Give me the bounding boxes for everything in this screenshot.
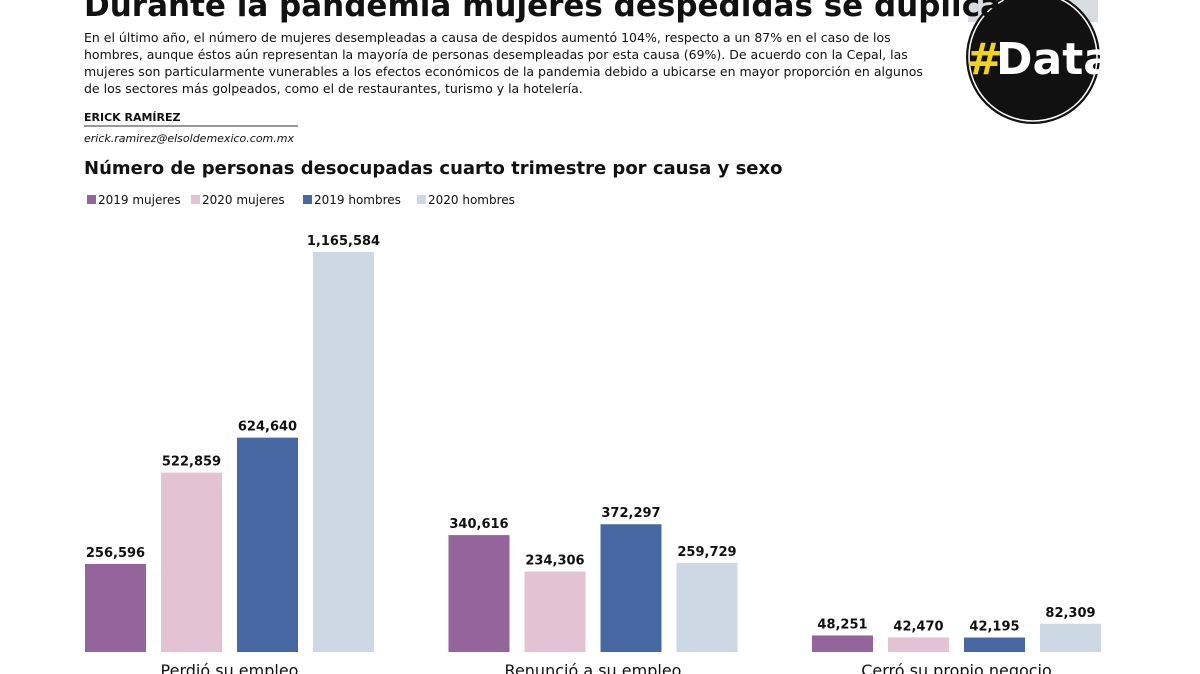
value-label: 48,251 <box>817 617 867 632</box>
author: ERICK RAMÍREZ <box>84 111 181 124</box>
legend-swatch <box>191 195 200 204</box>
bar <box>313 252 374 652</box>
category-label: Perdió su empleo <box>161 661 299 674</box>
value-label: 42,470 <box>893 619 943 634</box>
bar <box>812 635 873 652</box>
value-label: 522,859 <box>162 455 221 470</box>
value-label: 259,729 <box>677 545 736 560</box>
category-label: Cerró su propio negocio <box>861 661 1052 674</box>
logo-word: Data <box>996 34 1113 85</box>
bar <box>161 472 222 652</box>
bar <box>237 437 298 652</box>
value-label: 42,195 <box>969 620 1019 635</box>
bar <box>600 524 662 652</box>
value-label: 372,297 <box>601 506 660 521</box>
legend-label: 2020 hombres <box>428 193 515 207</box>
chart-title: Número de personas desocupadas cuarto tr… <box>84 158 782 179</box>
bar <box>85 563 146 652</box>
value-label: 1,165,584 <box>307 234 380 249</box>
chart: 2019 mujeres 2020 mujeres 2019 hombres 2020… <box>85 193 1101 674</box>
body-line: mujeres son particularmente vunerables a… <box>84 64 923 79</box>
body-line: En el último año, el número de mujeres d… <box>84 30 891 45</box>
legend-swatch <box>303 195 312 204</box>
bar <box>524 571 586 652</box>
value-label: 256,596 <box>86 546 145 561</box>
body-line: de los sectores más golpeados, como el d… <box>84 81 583 96</box>
legend-swatch <box>87 195 96 204</box>
value-label: 82,309 <box>1045 606 1095 621</box>
logo-hash: # <box>966 34 1003 85</box>
body-line: hombres, aunque éstos aún representan la… <box>84 47 908 62</box>
category-label: Renunció a su empleo <box>505 661 682 674</box>
logo-circle <box>966 0 1100 124</box>
bar <box>964 637 1025 652</box>
email: erick.ramirez@elsoldemexico.com.mx <box>84 132 294 145</box>
value-label: 234,306 <box>525 554 584 569</box>
legend-label: 2019 hombres <box>314 193 401 207</box>
value-label: 624,640 <box>238 420 297 435</box>
headline: Durante la pandemia mujeres despedidas s… <box>84 0 1023 24</box>
value-label: 340,616 <box>449 517 508 532</box>
legend-label: 2020 mujeres <box>202 193 285 207</box>
body-text: En el último año, el número de mujeres d… <box>84 30 923 96</box>
bar <box>448 535 510 652</box>
logo-ring <box>968 0 1098 122</box>
legend-label: 2019 mujeres <box>98 193 181 207</box>
bar <box>1040 623 1101 652</box>
legend-swatch <box>417 195 426 204</box>
bar <box>676 562 738 652</box>
bar <box>888 637 949 652</box>
